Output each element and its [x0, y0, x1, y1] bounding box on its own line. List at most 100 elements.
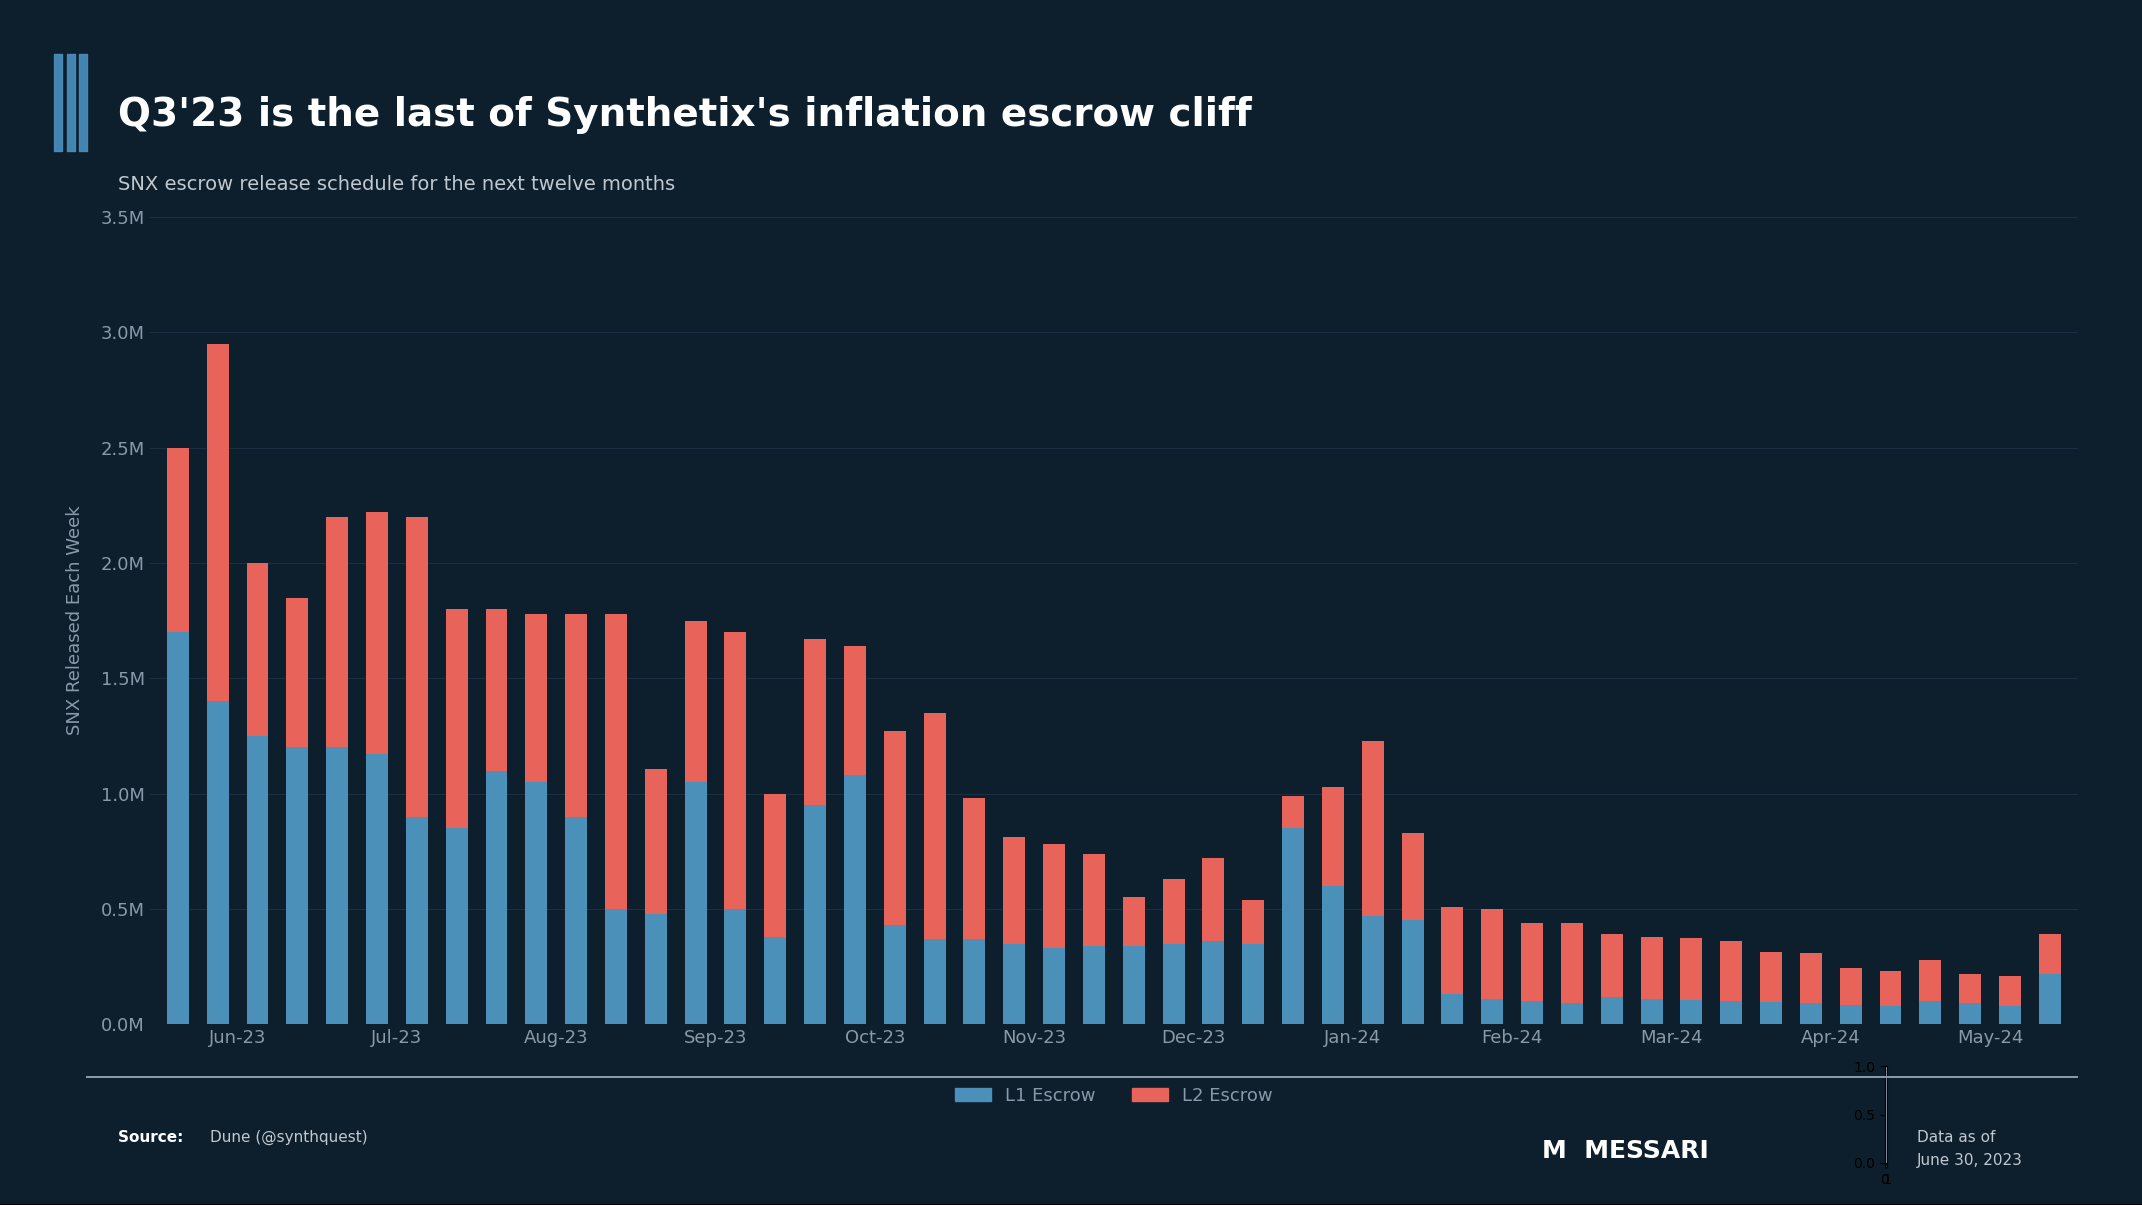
Bar [246, 736, 268, 1024]
Bar [765, 936, 786, 1024]
Bar [326, 747, 349, 1024]
Bar [1960, 974, 1981, 1004]
Bar [1521, 1001, 1542, 1024]
Bar [604, 613, 628, 909]
Bar [326, 517, 349, 747]
Bar [1401, 921, 1424, 1024]
Bar [844, 646, 865, 775]
Bar [1681, 1000, 1703, 1024]
Bar [1761, 1003, 1782, 1024]
Bar [685, 782, 707, 1024]
Bar [1840, 968, 1861, 1005]
Bar [287, 598, 308, 747]
Bar [1202, 941, 1225, 1024]
Bar [1681, 937, 1703, 1000]
Bar [525, 782, 546, 1024]
Bar [1084, 853, 1105, 946]
Bar [206, 343, 229, 701]
Text: Dune (@synthquest): Dune (@synthquest) [210, 1130, 368, 1146]
Bar [565, 613, 587, 817]
Bar [167, 447, 188, 633]
Bar [446, 828, 467, 1024]
Text: M  MESSARI: M MESSARI [1542, 1139, 1709, 1163]
Bar [1521, 923, 1542, 1001]
Bar [1043, 948, 1065, 1024]
Bar [923, 939, 945, 1024]
Bar [724, 633, 745, 909]
Text: Q3'23 is the last of Synthetix's inflation escrow cliff: Q3'23 is the last of Synthetix's inflati… [118, 96, 1251, 135]
Bar [1283, 795, 1304, 828]
Bar [1202, 858, 1225, 941]
Bar [206, 701, 229, 1024]
Bar [405, 517, 428, 817]
Bar [1442, 994, 1463, 1024]
Bar [1122, 898, 1144, 946]
Bar [1482, 909, 1504, 999]
Bar [486, 609, 508, 770]
Bar [1720, 1001, 1741, 1024]
Bar [1641, 999, 1662, 1024]
Bar [1002, 944, 1026, 1024]
Bar [1283, 828, 1304, 1024]
Bar [1242, 900, 1264, 944]
Text: Data as of: Data as of [1917, 1130, 1996, 1145]
Bar [1998, 976, 2022, 1006]
Bar [724, 909, 745, 1024]
Bar [1242, 944, 1264, 1024]
Bar [1442, 906, 1463, 994]
Bar [923, 713, 945, 939]
Bar [366, 512, 388, 754]
Text: Source:: Source: [118, 1130, 188, 1145]
Bar [287, 747, 308, 1024]
Bar [765, 794, 786, 936]
Bar [486, 770, 508, 1024]
Bar [1641, 936, 1662, 999]
Bar [964, 798, 985, 939]
Bar [1043, 845, 1065, 948]
Bar [366, 754, 388, 1024]
Bar [1122, 946, 1144, 1024]
Bar [1720, 941, 1741, 1001]
Bar [525, 613, 546, 782]
Bar [1002, 837, 1026, 944]
Bar [246, 563, 268, 736]
Text: SNX escrow release schedule for the next twelve months: SNX escrow release schedule for the next… [118, 175, 675, 194]
Bar [685, 621, 707, 782]
Bar [1163, 944, 1185, 1024]
Bar [1879, 971, 1902, 1006]
Bar [446, 609, 467, 828]
Bar [1163, 878, 1185, 944]
Bar [964, 939, 985, 1024]
Bar [604, 909, 628, 1024]
Bar [1600, 997, 1624, 1024]
Bar [885, 925, 906, 1024]
Bar [645, 769, 666, 913]
Bar [1879, 1006, 1902, 1024]
Legend: L1 Escrow, L2 Escrow: L1 Escrow, L2 Escrow [947, 1080, 1281, 1112]
Bar [167, 633, 188, 1024]
Bar [1562, 923, 1583, 1004]
Bar [1761, 952, 1782, 1003]
Text: June 30, 2023: June 30, 2023 [1917, 1153, 2022, 1168]
Bar [1600, 934, 1624, 997]
Bar [2039, 934, 2061, 974]
Bar [1362, 916, 1384, 1024]
Bar [645, 913, 666, 1024]
Bar [803, 805, 827, 1024]
Bar [1322, 886, 1343, 1024]
Bar [1562, 1004, 1583, 1024]
Bar [1919, 1001, 1941, 1024]
Bar [1799, 1004, 1823, 1024]
Bar [803, 639, 827, 805]
Bar [885, 731, 906, 925]
Bar [1799, 953, 1823, 1004]
Bar [1362, 741, 1384, 916]
Bar [1322, 787, 1343, 886]
Bar [1840, 1005, 1861, 1024]
Y-axis label: SNX Released Each Week: SNX Released Each Week [66, 506, 84, 735]
Bar [844, 775, 865, 1024]
Bar [405, 817, 428, 1024]
Bar [1960, 1004, 1981, 1024]
Bar [1401, 833, 1424, 921]
Bar [1919, 959, 1941, 1001]
